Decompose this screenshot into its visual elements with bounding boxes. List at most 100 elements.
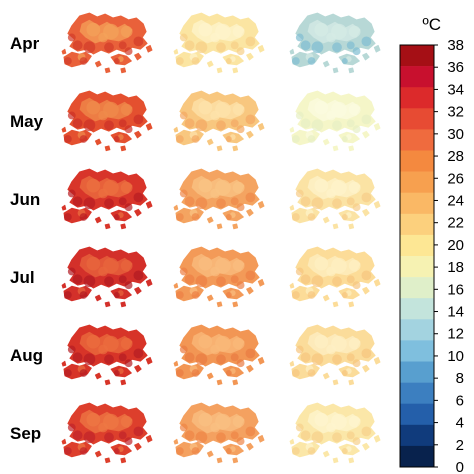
colorbar-unit-label: ºC xyxy=(423,15,442,34)
hot-patch-8 xyxy=(113,448,120,454)
cool-patch-0 xyxy=(314,412,329,427)
land-shape-6 xyxy=(216,223,223,230)
hot-patch-1 xyxy=(195,119,208,132)
hot-patch-8 xyxy=(225,292,232,298)
land-shape-7 xyxy=(289,360,295,367)
colorbar-tick-label: 28 xyxy=(447,148,464,165)
cool-patch-3 xyxy=(210,32,221,43)
map-panel-jul-1 xyxy=(61,246,153,308)
hot-patch-9 xyxy=(307,135,316,143)
land-shape-4 xyxy=(362,52,370,61)
cool-patch-0 xyxy=(314,178,329,193)
hot-patch-7 xyxy=(63,291,72,299)
hot-patch-5 xyxy=(245,36,256,47)
land-shape-7 xyxy=(173,48,179,55)
hot-patch-1 xyxy=(83,353,96,366)
hot-patch-9 xyxy=(79,291,88,299)
colorbar-tick-label: 2 xyxy=(456,437,464,454)
cool-patch-2 xyxy=(120,181,133,194)
hot-patch-8 xyxy=(113,136,120,142)
hot-patch-7 xyxy=(175,135,184,143)
hot-patch-4 xyxy=(346,197,355,206)
land-shape-7 xyxy=(289,204,295,211)
hot-patch-5 xyxy=(133,192,144,203)
cool-patch-2 xyxy=(120,415,133,428)
colorbar-tick-label: 26 xyxy=(447,170,464,187)
hot-patch-7 xyxy=(291,213,300,221)
colorbar-segment-14 xyxy=(400,340,434,362)
hot-patch-8 xyxy=(113,214,120,220)
cool-patch-3 xyxy=(210,422,221,433)
hot-patch-0 xyxy=(300,196,311,207)
land-shape-4 xyxy=(246,130,254,139)
colorbar-tick-label: 0 xyxy=(456,459,464,474)
land-shape-5 xyxy=(373,434,381,443)
hot-patch-0 xyxy=(72,196,83,207)
hot-patch-4 xyxy=(230,353,239,362)
hot-patch-2 xyxy=(179,345,188,354)
hot-patch-3 xyxy=(216,276,226,287)
hot-patch-1 xyxy=(311,41,324,54)
land-shape-3 xyxy=(322,138,330,146)
hot-patch-5 xyxy=(361,348,372,359)
hot-patch-9 xyxy=(191,369,200,377)
hot-patch-8 xyxy=(341,136,348,142)
land-shape-5 xyxy=(145,434,153,443)
hot-patch-3 xyxy=(216,354,226,365)
hot-patch-8 xyxy=(341,214,348,220)
cool-patch-2 xyxy=(120,337,133,350)
hot-patch-3 xyxy=(104,432,114,443)
hot-patch-6 xyxy=(236,359,245,368)
land-shape-3 xyxy=(322,60,330,68)
land-shape-7 xyxy=(61,204,67,211)
land-shape-7 xyxy=(289,438,295,445)
cool-patch-2 xyxy=(232,181,245,194)
land-shape-7 xyxy=(289,48,295,55)
colorbar-tick-label: 24 xyxy=(447,192,464,209)
hot-patch-9 xyxy=(307,291,316,299)
land-shape-5 xyxy=(257,122,265,131)
land-shape-4 xyxy=(362,442,370,451)
hot-patch-7 xyxy=(291,447,300,455)
hot-patch-8 xyxy=(113,370,120,376)
hot-patch-1 xyxy=(83,431,96,444)
land-shape-8 xyxy=(232,145,239,152)
colorbar-segment-5 xyxy=(400,150,434,172)
land-shape-7 xyxy=(61,282,67,289)
land-shape-3 xyxy=(206,372,214,380)
hot-patch-5 xyxy=(245,270,256,281)
map-grid xyxy=(61,12,381,464)
month-label-may: May xyxy=(10,112,44,131)
hot-patch-5 xyxy=(245,426,256,437)
cool-patch-3 xyxy=(326,422,337,433)
hot-patch-9 xyxy=(79,369,88,377)
hot-patch-5 xyxy=(361,192,372,203)
colorbar-frame xyxy=(399,44,435,468)
hot-patch-1 xyxy=(195,353,208,366)
land-shape-7 xyxy=(61,126,67,133)
colorbar-tick-label: 10 xyxy=(447,348,464,365)
colorbar-tick-label: 38 xyxy=(447,37,464,54)
hot-patch-5 xyxy=(245,114,256,125)
map-panel-may-1 xyxy=(61,90,153,152)
hot-patch-1 xyxy=(311,119,324,132)
hot-patch-2 xyxy=(179,33,188,42)
land-shape-4 xyxy=(246,286,254,295)
land-shape-6 xyxy=(216,67,223,74)
hot-patch-7 xyxy=(63,447,72,455)
colorbar-tick-label: 30 xyxy=(447,126,464,143)
cool-patch-3 xyxy=(210,344,221,355)
hot-patch-1 xyxy=(83,275,96,288)
hot-patch-4 xyxy=(346,431,355,440)
hot-patch-5 xyxy=(133,270,144,281)
land-shape-7 xyxy=(173,438,179,445)
hot-patch-2 xyxy=(295,423,304,432)
land-shape-6 xyxy=(216,145,223,152)
map-panel-apr-3 xyxy=(289,12,381,74)
hot-patch-9 xyxy=(79,213,88,221)
cool-patch-2 xyxy=(232,259,245,272)
land-shape-4 xyxy=(362,208,370,217)
map-panel-may-3 xyxy=(289,90,381,152)
map-panel-jul-3 xyxy=(289,246,381,308)
